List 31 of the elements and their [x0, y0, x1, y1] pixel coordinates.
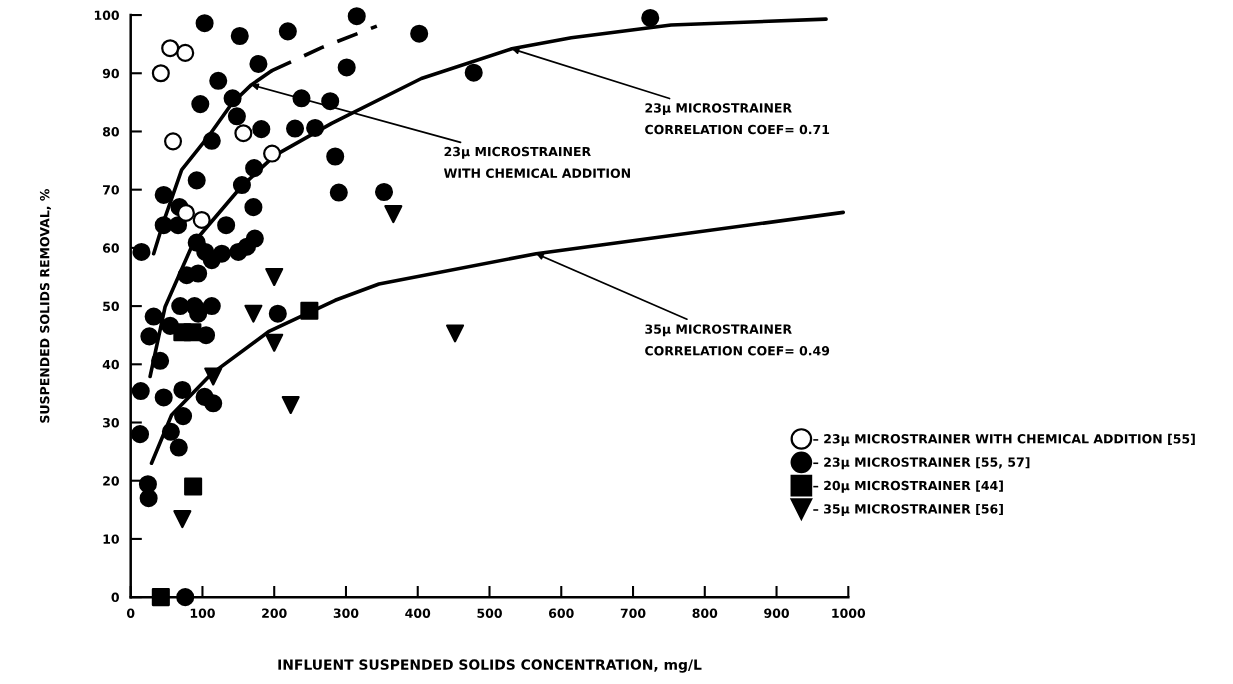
x-tick-label: 100	[190, 608, 215, 618]
y-axis-title: SUSPENDED SOLIDS REMOVAL, %	[39, 189, 51, 423]
legend-label: – 20μ MICROSTRAINER [44]	[813, 480, 1003, 493]
x-tick-label: 1000	[832, 608, 866, 618]
legend-label: – 35μ MICROSTRAINER [56]	[813, 503, 1003, 517]
y-tick-label: 50	[103, 301, 119, 312]
y-tick-label: 80	[102, 126, 119, 137]
y-tick-label: 100	[94, 10, 119, 20]
x-tick-label: 800	[692, 608, 718, 618]
annotation: 35μ MICROSTRAINER CORRELATION COEF= 0.49	[645, 324, 830, 356]
annotation: 23μ MICROSTRAINER WITH CHEMICAL ADDITION	[443, 146, 630, 178]
y-tick-label: 20	[103, 476, 119, 486]
legend-label: – 23μ MICROSTRAINER WITH CHEMICAL ADDITION [55]	[813, 433, 1195, 446]
x-axis-title: INFLUENT SUSPENDED SOLIDS CONCENTRATION, mg/L	[278, 659, 702, 673]
x-tick-label: 400	[405, 608, 431, 618]
x-tick-label: 500	[477, 608, 502, 618]
y-tick-label: 30	[103, 417, 119, 428]
annotation: 23μ MICROSTRAINER CORRELATION COEF= 0.71	[645, 103, 830, 135]
x-tick-label: 600	[548, 608, 574, 618]
x-tick-label: 300	[333, 608, 359, 618]
legend-label: – 23μ MICROSTRAINER [55, 57]	[813, 457, 1030, 470]
x-tick-label: 200	[262, 608, 287, 618]
x-tick-label: 700	[620, 608, 646, 618]
y-tick-label: 10	[103, 534, 119, 544]
x-tick-label: 0	[126, 608, 135, 618]
y-tick-label: 70	[103, 185, 119, 195]
y-tick-label: 40	[102, 359, 119, 370]
x-tick-label: 900	[764, 608, 789, 618]
y-tick-label: 0	[111, 592, 119, 603]
y-tick-label: 90	[102, 68, 119, 79]
y-tick-label: 60	[102, 243, 119, 253]
